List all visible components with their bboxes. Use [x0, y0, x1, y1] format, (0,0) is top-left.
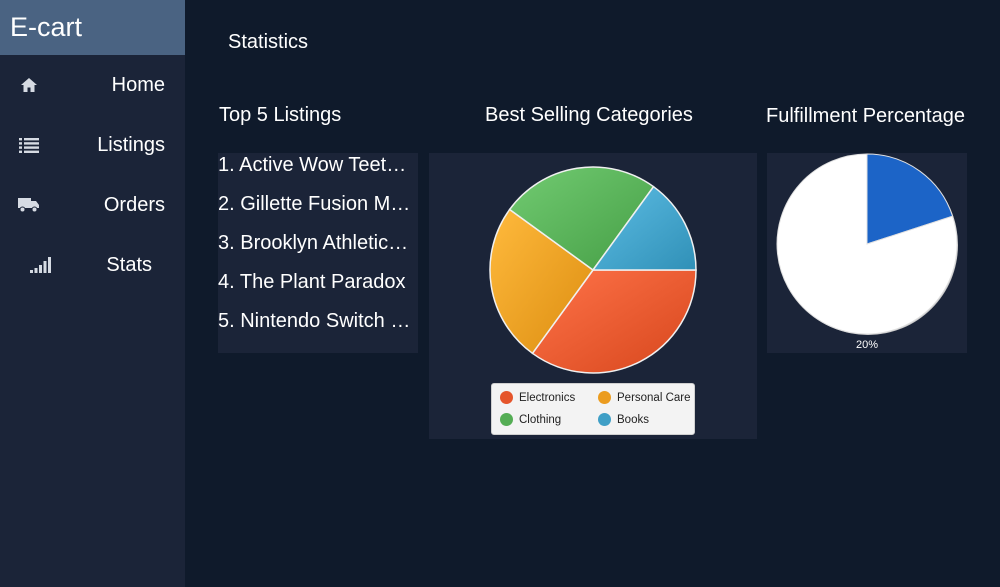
legend-dot-clothing	[500, 413, 513, 426]
list-icon	[18, 136, 40, 154]
sidebar: E-cart Home Listings Orders	[0, 0, 185, 587]
categories-pie-chart	[489, 166, 697, 374]
fulfillment-pie-chart	[776, 153, 958, 335]
legend-entry[interactable]: Electronics	[500, 391, 575, 404]
legend-dot-electronics	[500, 391, 513, 404]
categories-chart-panel: Electronics Personal Care Clothing Books	[429, 153, 757, 439]
sidebar-item-label: Orders	[103, 193, 165, 216]
pie-slice-remaining[interactable]	[776, 153, 958, 335]
list-item[interactable]: 1. Active Wow Teeth Whitening Charcoal P…	[218, 154, 418, 176]
legend-label: Personal Care	[617, 391, 691, 404]
legend-entry[interactable]: Personal Care	[598, 391, 691, 404]
page-title: Statistics	[228, 31, 309, 53]
brand-logo[interactable]: E-cart	[0, 0, 185, 55]
legend-label: Clothing	[519, 413, 562, 426]
legend-entry[interactable]: Books	[598, 413, 649, 426]
sidebar-item-home[interactable]: Home	[0, 55, 185, 115]
signal-bars-icon	[30, 256, 52, 274]
sidebar-item-listings[interactable]: Listings	[0, 115, 185, 175]
list-item[interactable]: 5. Nintendo Switch with Neon Joy-Con	[218, 310, 418, 332]
sidebar-item-label: Home	[111, 73, 165, 96]
pie-slice-fulfilled[interactable]	[866, 153, 954, 245]
sidebar-item-label: Stats	[106, 253, 152, 276]
list-item[interactable]: 4. The Plant Paradox	[218, 271, 406, 293]
pie-slice-electronics[interactable]	[531, 269, 697, 374]
pie-slice-books[interactable]	[591, 185, 697, 271]
legend-dot-books	[598, 413, 611, 426]
categories-title: Best Selling Categories	[485, 104, 693, 126]
truck-icon	[18, 196, 40, 214]
legend-entry[interactable]: Clothing	[500, 413, 561, 426]
fulfillment-percent-label: 20%	[855, 339, 879, 351]
sidebar-item-orders[interactable]: Orders	[0, 175, 185, 235]
fulfillment-title: Fulfillment Percentage	[766, 105, 965, 127]
top-listings-panel: 1. Active Wow Teeth Whitening Charcoal P…	[218, 153, 418, 353]
top-listings-title: Top 5 Listings	[219, 104, 342, 126]
legend-label: Books	[617, 413, 649, 426]
fulfillment-chart-panel: 20%	[767, 153, 967, 353]
pie-slice-personal-care[interactable]	[489, 208, 595, 355]
list-item[interactable]: 3. Brooklyn Athletics Mesh Shorts	[218, 232, 418, 254]
sidebar-item-stats[interactable]: Stats	[0, 235, 185, 295]
sidebar-item-label: Listings	[97, 133, 165, 156]
legend-label: Electronics	[519, 391, 576, 404]
home-icon	[18, 76, 40, 94]
pie-slice-clothing[interactable]	[508, 166, 655, 272]
legend-dot-personal-care	[598, 391, 611, 404]
list-item[interactable]: 2. Gillette Fusion Men's Razor Blades	[218, 193, 418, 215]
chart-legend: Electronics Personal Care Clothing Books	[491, 383, 695, 435]
